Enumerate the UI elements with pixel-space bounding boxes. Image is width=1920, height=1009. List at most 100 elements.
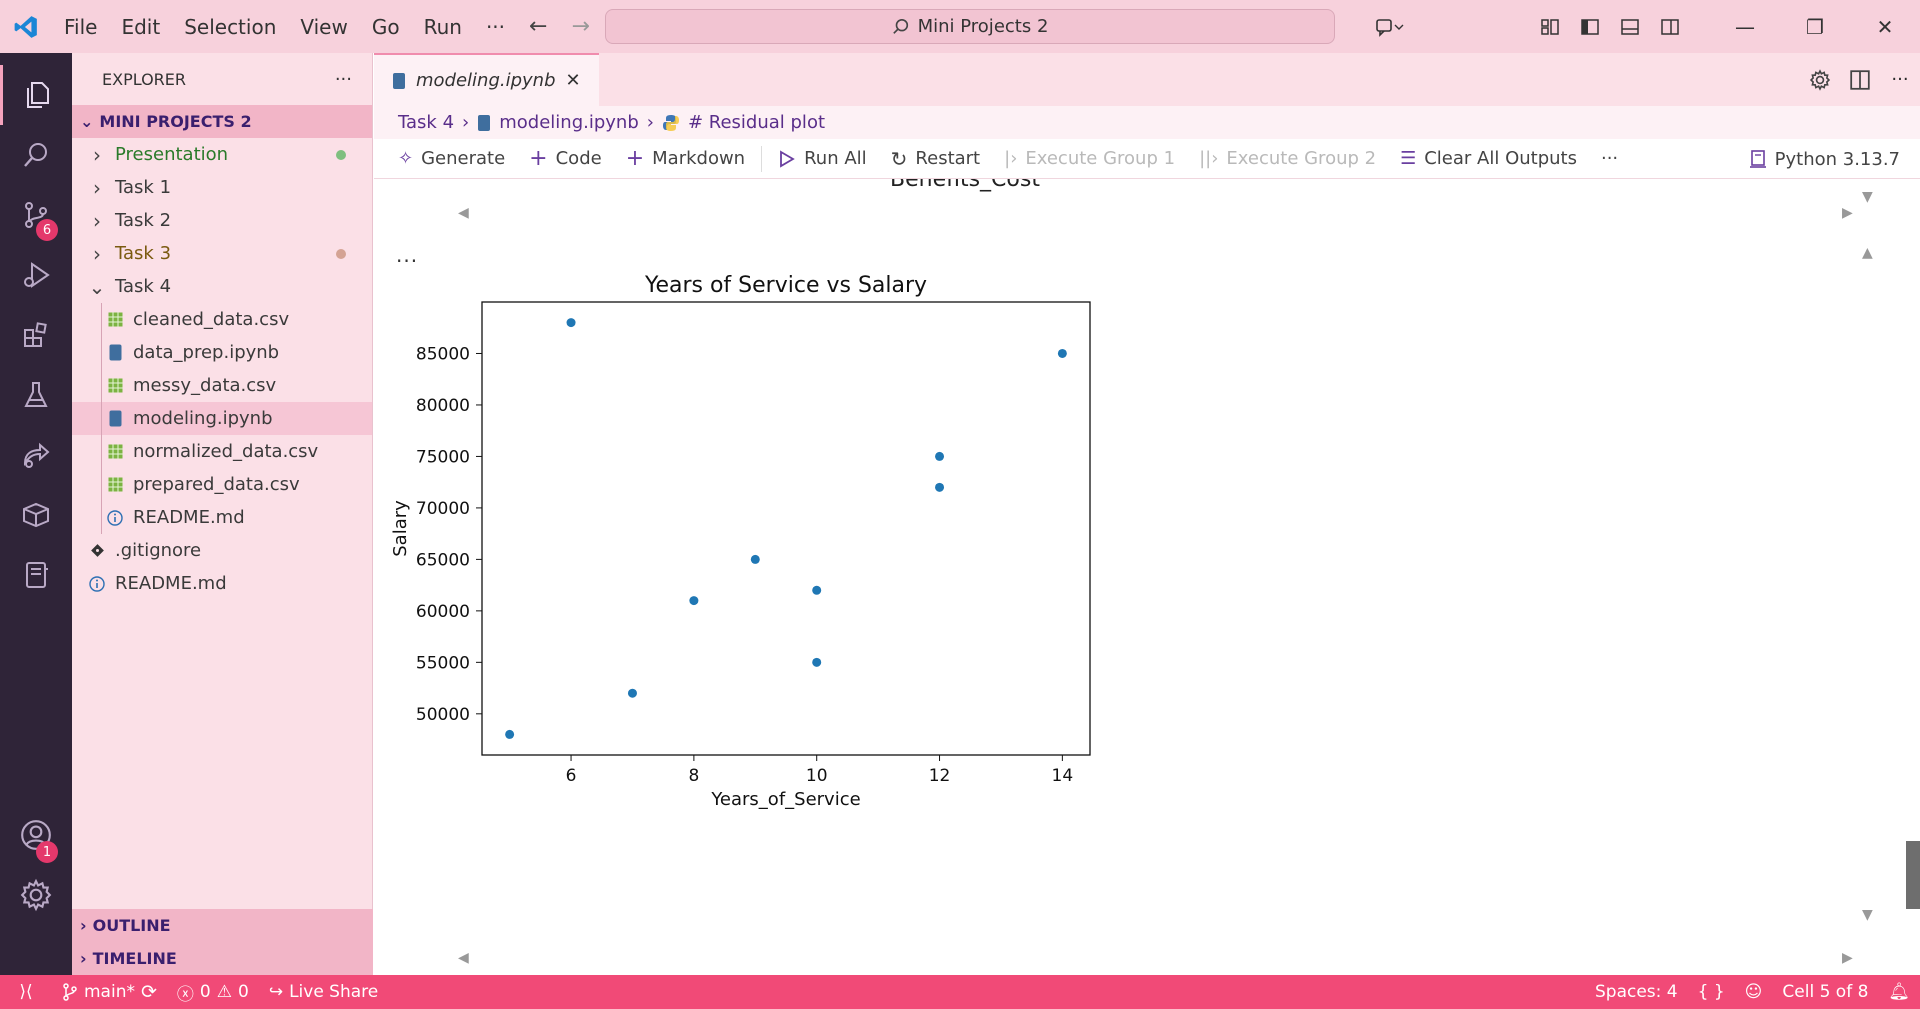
notebook-icon[interactable] <box>0 545 72 605</box>
split-editor-icon[interactable] <box>1840 53 1880 106</box>
remote-indicator-icon[interactable]: ⟩⟨ <box>19 982 33 1002</box>
menu-go[interactable]: Go <box>371 14 400 39</box>
breadcrumb-file[interactable]: modeling.ipynb <box>499 112 639 133</box>
tab-modeling-ipynb[interactable]: modeling.ipynb ✕ <box>374 53 599 106</box>
scroll-left-icon[interactable]: ◀ <box>458 205 469 221</box>
breadcrumb-folder[interactable]: Task 4 <box>398 112 455 133</box>
cell-output-area: Benefits_Cost ◀ ▶ ▼ ▲ ··· Years of Servi… <box>374 179 1920 975</box>
explorer-icon[interactable] <box>0 65 72 125</box>
scroll-down-icon[interactable]: ▼ <box>1862 907 1873 923</box>
sparkle-icon: ✧ <box>398 148 414 169</box>
scroll-down-icon[interactable]: ▼ <box>1862 189 1873 205</box>
restart-button[interactable]: ↻ Restart <box>879 139 992 179</box>
toggle-primary-sidebar-icon[interactable] <box>1570 0 1610 53</box>
maximize-button[interactable]: ❐ <box>1806 14 1824 39</box>
plus-icon: + <box>625 146 645 171</box>
run-debug-icon[interactable] <box>0 245 72 305</box>
indent-guide <box>101 435 102 468</box>
cell-position-indicator[interactable]: Cell 5 of 8 <box>1782 982 1869 1002</box>
indentation-indicator[interactable]: Spaces: 4 <box>1595 982 1678 1002</box>
toolbar-more-button[interactable]: ··· <box>1600 148 1619 169</box>
menu-selection[interactable]: Selection <box>184 14 277 39</box>
tree-file[interactable]: modeling.ipynb <box>72 402 372 435</box>
problems-indicator[interactable]: ⓧ 0 ⚠ 0 <box>167 975 259 1009</box>
back-arrow-icon[interactable]: ← <box>529 14 548 39</box>
source-control-icon[interactable]: 6 <box>0 185 72 245</box>
indent-guide <box>101 468 102 501</box>
timeline-section-header[interactable]: › TIMELINE <box>72 942 373 975</box>
scroll-right-icon[interactable]: ▶ <box>1842 950 1853 966</box>
tree-folder[interactable]: › Task 2 <box>72 204 372 237</box>
tree-file[interactable]: cleaned_data.csv <box>72 303 372 336</box>
copilot-chat-icon[interactable] <box>1360 0 1420 53</box>
run-all-button[interactable]: Run All <box>766 139 879 179</box>
tree-item-label: modeling.ipynb <box>133 408 273 429</box>
menu-more[interactable]: ··· <box>485 14 506 39</box>
containers-icon[interactable] <box>0 485 72 545</box>
add-code-cell-button[interactable]: + Code <box>517 139 614 179</box>
extensions-icon[interactable] <box>0 305 72 365</box>
menu-view[interactable]: View <box>300 14 348 39</box>
branch-indicator[interactable]: main* ⟳ <box>52 975 167 1009</box>
live-share-icon[interactable] <box>0 425 72 485</box>
kernel-picker[interactable]: Python 3.13.7 <box>1749 139 1900 179</box>
add-markdown-cell-button[interactable]: + Markdown <box>614 139 757 179</box>
execute-group-2-button[interactable]: ||› Execute Group 2 <box>1187 139 1388 179</box>
notebook-settings-gear-icon[interactable] <box>1800 53 1840 106</box>
customize-layout-icon[interactable] <box>1530 0 1570 53</box>
project-section-header[interactable]: ⌄ MINI PROJECTS 2 <box>72 105 372 138</box>
toggle-panel-icon[interactable] <box>1610 0 1650 53</box>
search-icon[interactable] <box>0 125 72 185</box>
copilot-icon[interactable]: ☺ <box>1744 982 1763 1002</box>
accounts-badge: 1 <box>36 841 58 863</box>
tree-file[interactable]: README.md <box>72 567 372 600</box>
explorer-more-button[interactable]: ··· <box>334 68 352 90</box>
forward-arrow-icon[interactable]: → <box>571 14 590 39</box>
output-more-button[interactable]: ··· <box>396 249 419 273</box>
tree-folder[interactable]: ⌄ Task 4 <box>72 270 372 303</box>
manage-gear-icon[interactable] <box>0 865 72 925</box>
minimize-button[interactable]: — <box>1735 14 1755 39</box>
tree-file[interactable]: data_prep.ipynb <box>72 336 372 369</box>
breadcrumb-symbol[interactable]: # Residual plot <box>687 112 826 133</box>
tree-file[interactable]: prepared_data.csv <box>72 468 372 501</box>
menu-run[interactable]: Run <box>423 14 462 39</box>
close-tab-icon[interactable]: ✕ <box>565 70 581 91</box>
menu-edit[interactable]: Edit <box>121 14 161 39</box>
execute-group-1-button[interactable]: |› Execute Group 1 <box>992 139 1187 179</box>
explorer-sidebar: EXPLORER ··· ⌄ MINI PROJECTS 2 › Presenta… <box>72 53 373 975</box>
tree-item-label: Task 4 <box>115 276 172 297</box>
scroll-right-icon[interactable]: ▶ <box>1842 205 1853 221</box>
menu-file[interactable]: File <box>64 14 98 39</box>
warning-icon: ⚠ <box>216 982 232 1002</box>
editor-more-icon[interactable]: ··· <box>1891 69 1909 90</box>
indent-guide <box>101 402 102 435</box>
clear-all-outputs-button[interactable]: ☰ Clear All Outputs <box>1388 139 1589 179</box>
live-share-status[interactable]: ↪ Live Share <box>259 975 388 1009</box>
vertical-scrollbar-thumb[interactable] <box>1906 841 1920 909</box>
tree-file[interactable]: README.md <box>72 501 372 534</box>
editor-area: modeling.ipynb ✕ ··· Task 4 › modeling.i… <box>374 53 1920 975</box>
command-center-label: Mini Projects 2 <box>917 16 1049 37</box>
accounts-icon[interactable]: 1 <box>0 805 72 865</box>
tree-file[interactable]: normalized_data.csv <box>72 435 372 468</box>
scroll-left-icon[interactable]: ◀ <box>458 950 469 966</box>
tree-folder[interactable]: › Task 3 <box>72 237 372 270</box>
testing-icon[interactable] <box>0 365 72 425</box>
run-all-label: Run All <box>804 148 867 169</box>
tree-file[interactable]: messy_data.csv <box>72 369 372 402</box>
tree-folder[interactable]: › Task 1 <box>72 171 372 204</box>
command-center-search[interactable]: Mini Projects 2 <box>605 9 1335 44</box>
generate-button[interactable]: ✧ Generate <box>386 139 517 179</box>
toggle-secondary-sidebar-icon[interactable] <box>1650 0 1690 53</box>
close-window-button[interactable]: ✕ <box>1876 14 1894 39</box>
tree-folder[interactable]: › Presentation <box>72 138 372 171</box>
notifications-bell-icon[interactable]: 🔔︎ <box>1888 982 1910 1002</box>
outline-section-header[interactable]: › OUTLINE <box>72 909 373 942</box>
tree-item-label: Task 2 <box>115 210 172 231</box>
sync-icon[interactable]: ⟳ <box>140 981 157 1003</box>
data-point <box>566 318 576 328</box>
tree-file[interactable]: .gitignore <box>72 534 372 567</box>
scroll-up-icon[interactable]: ▲ <box>1862 245 1873 261</box>
language-braces-indicator[interactable]: { } <box>1697 982 1725 1002</box>
